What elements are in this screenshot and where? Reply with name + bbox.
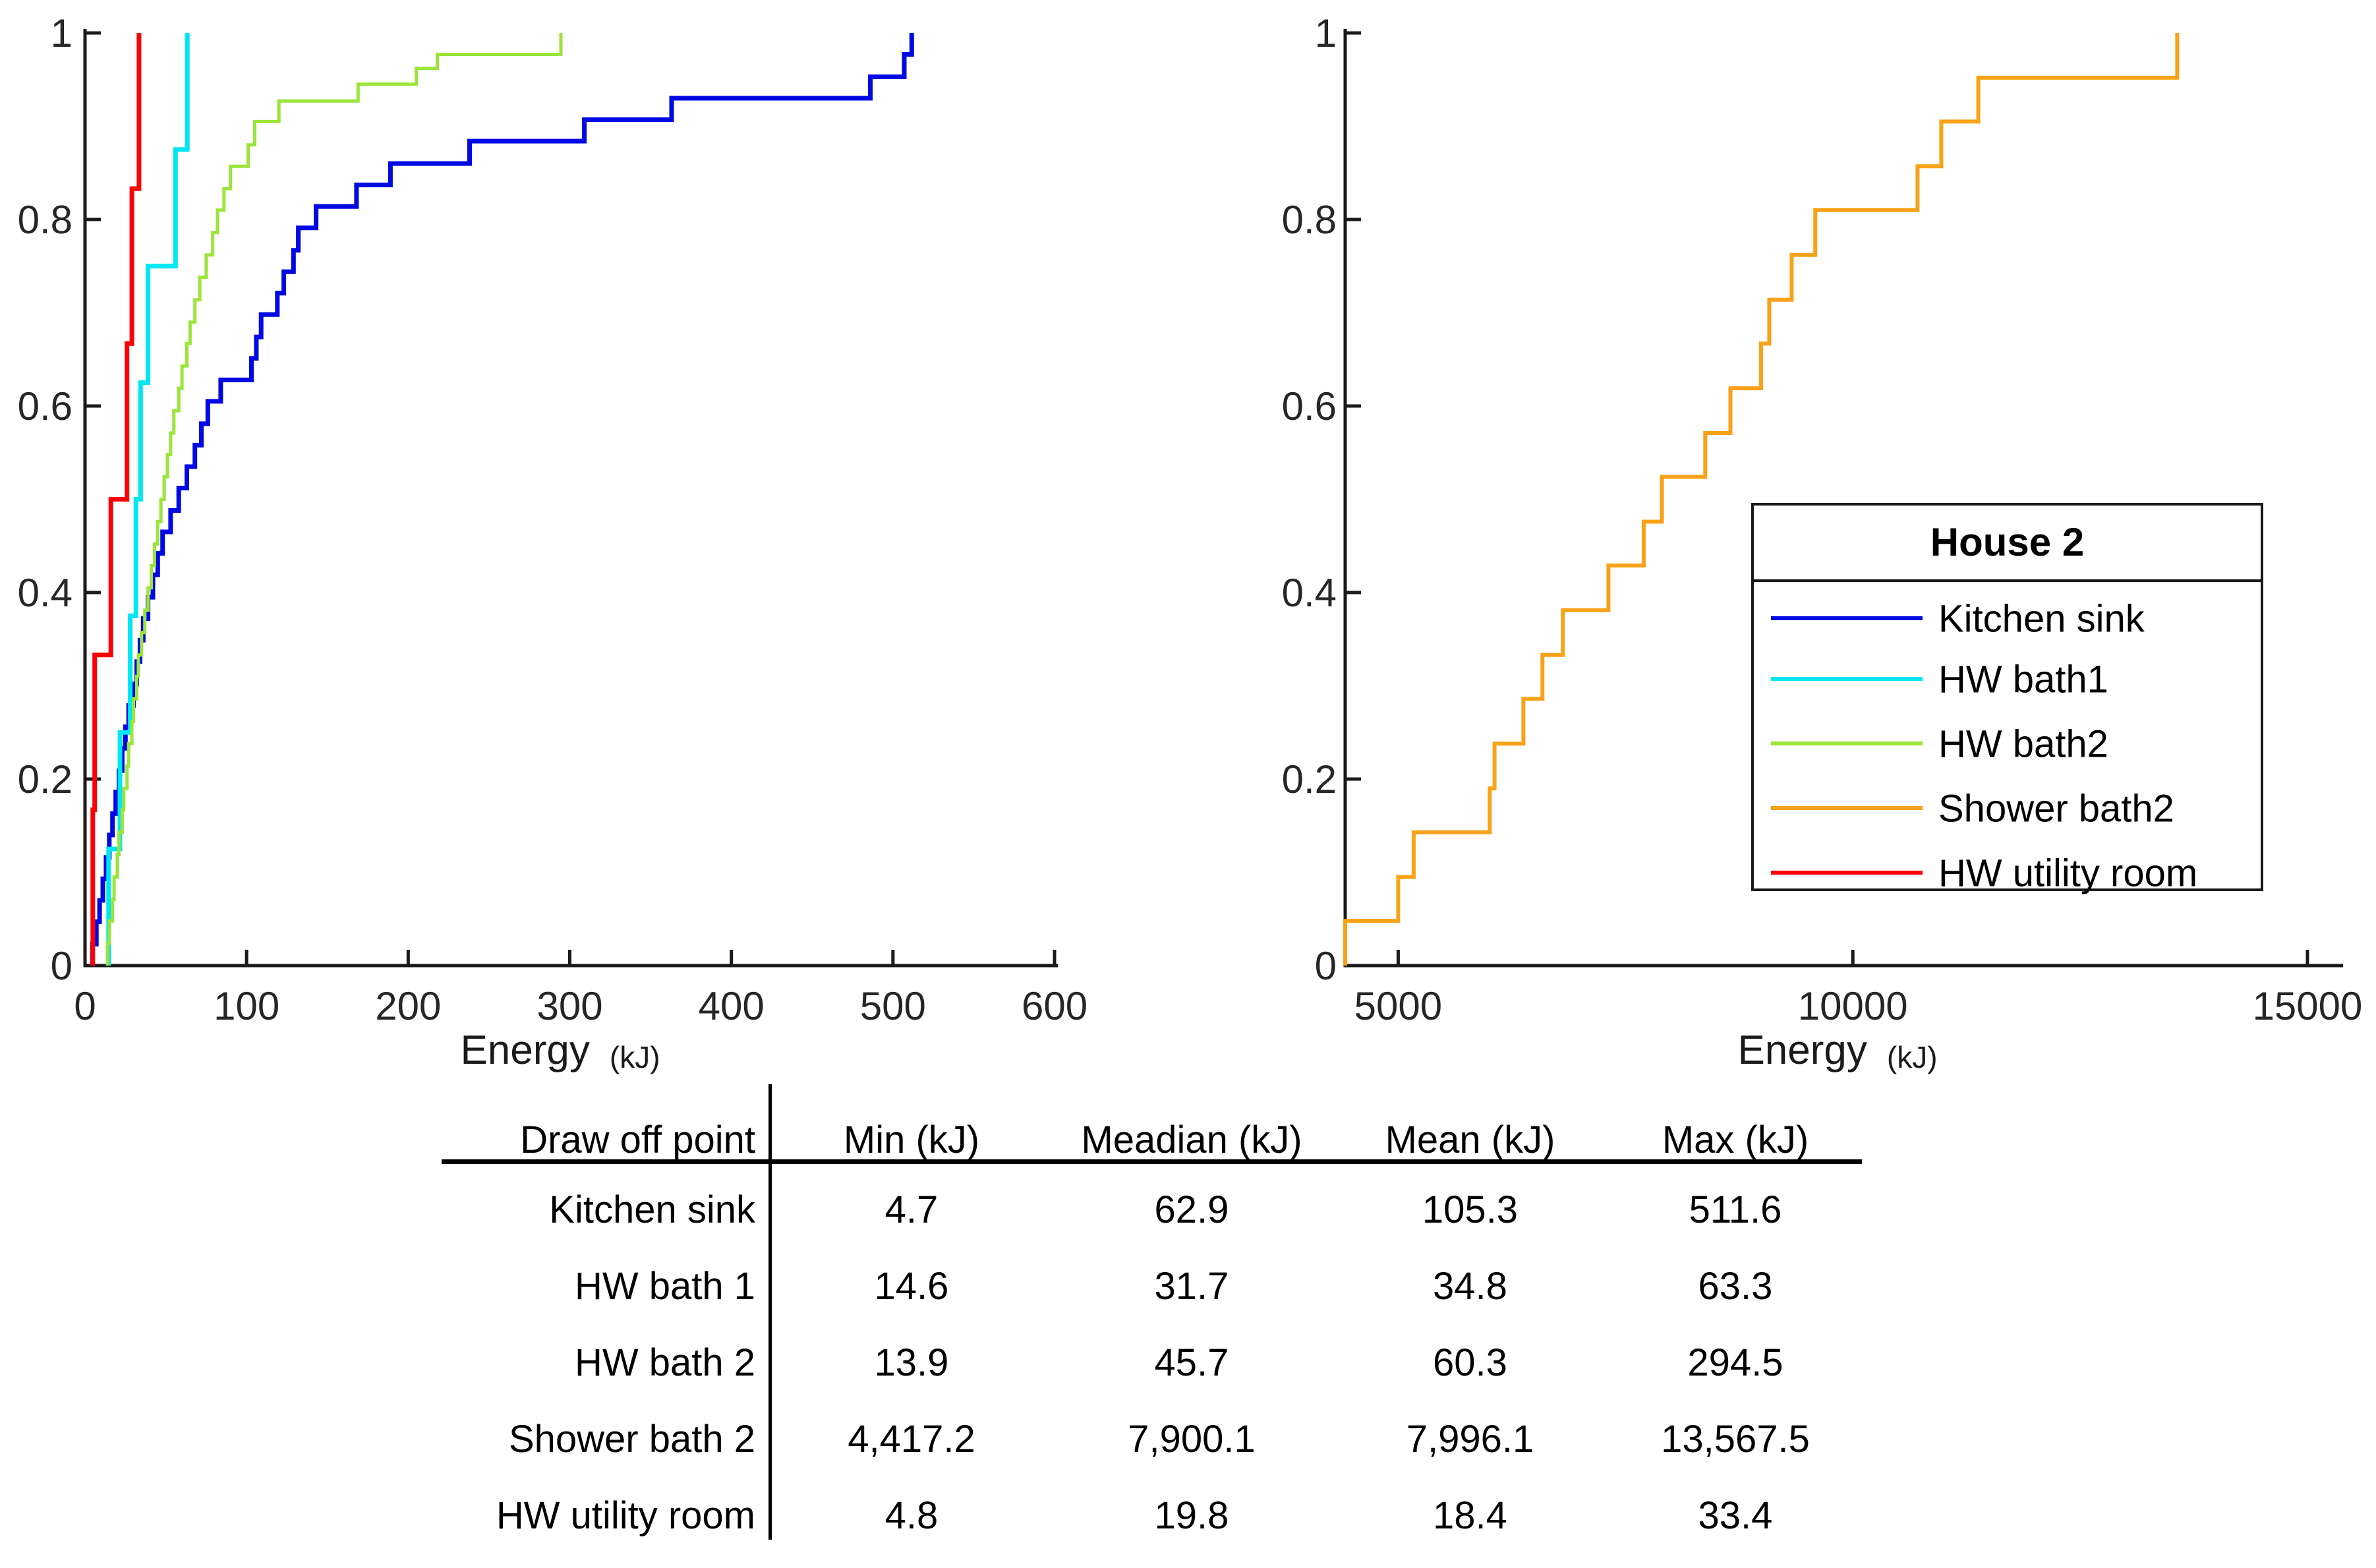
table-header-row: Draw off point Min (kJ) Meadian (kJ) Mea… [422, 1084, 1861, 1171]
x-tick-label: 100 [214, 984, 279, 1028]
x-tick-label: 200 [375, 984, 441, 1028]
table-cell: 511.6 [1689, 1188, 1782, 1231]
y-tick-label: 0 [1315, 944, 1337, 988]
table-cell: 7,996.1 [1406, 1417, 1534, 1461]
x-tick-label: 10000 [1798, 984, 1908, 1028]
y-tick-label: 0.8 [1282, 198, 1337, 242]
cdf-curve-shower-bath2 [1343, 33, 2180, 966]
table-cell: 13.9 [874, 1341, 949, 1384]
cdf-curve-hw-bath2 [105, 33, 563, 966]
table-cell: 13,567.5 [1661, 1417, 1810, 1461]
x-tick-label: 500 [860, 984, 926, 1028]
x-tick-label: 600 [1022, 984, 1087, 1028]
y-tick-label: 0.4 [18, 571, 72, 615]
table-row: HW bath 1 14.6 31.7 34.8 63.3 [422, 1248, 1861, 1324]
table-cell: 4.7 [884, 1188, 939, 1231]
x-tick-label: 5000 [1354, 984, 1442, 1028]
table-row: HW utility room 4.8 19.8 18.4 33.4 [422, 1477, 1861, 1553]
table-cell: 63.3 [1698, 1264, 1773, 1308]
cdf-curve-hw-bath1 [106, 33, 190, 966]
x-tick-label: 15000 [2253, 984, 2363, 1028]
col-header-min: Min (kJ) [843, 1118, 980, 1161]
table-row: Kitchen sink 4.7 62.9 105.3 511.6 [422, 1171, 1861, 1248]
x-axis-label: Energy (kJ) [460, 1028, 660, 1074]
table-cell: 4.8 [884, 1494, 939, 1537]
legend-entry-label: HW bath1 [1938, 658, 2108, 701]
y-tick-label: 0.2 [1282, 757, 1337, 801]
cdf-curve-hw-utility-room [90, 33, 142, 966]
row-label: Shower bath 2 [508, 1417, 755, 1461]
y-tick-label: 1 [51, 11, 72, 55]
x-tick-label: 300 [536, 984, 602, 1028]
x-tick-label: 400 [699, 984, 765, 1028]
table-row: Shower bath 2 4,417.2 7,900.1 7,996.1 13… [422, 1401, 1861, 1477]
table-row: HW bath 2 13.9 45.7 60.3 294.5 [422, 1324, 1861, 1401]
y-tick-label: 0.4 [1282, 571, 1337, 615]
cdf-curve-kitchen-sink [90, 33, 914, 966]
summary-table: Draw off point Min (kJ) Meadian (kJ) Mea… [422, 1084, 1861, 1553]
table-header-rule [442, 1159, 1862, 1164]
y-tick-label: 0 [51, 944, 72, 988]
cdf-chart-draw-off-points: 0 100 200 300 400 500 600 0 0.2 0.4 0.6 0.8 1 Energy(… [18, 11, 1087, 1074]
row-label: HW utility room [496, 1494, 755, 1537]
col-header-max: Max (kJ) [1662, 1118, 1809, 1161]
table-cell: 14.6 [874, 1264, 949, 1308]
y-tick-label: 0.6 [1282, 384, 1337, 428]
legend-entry-label: HW utility room [1938, 852, 2197, 894]
x-tick-label: 0 [74, 984, 96, 1028]
table-cell: 31.7 [1154, 1264, 1229, 1308]
legend-title: House 2 [1930, 520, 2084, 564]
y-tick-label: 0.6 [18, 384, 72, 428]
y-tick-label: 1 [1315, 11, 1337, 55]
row-label: HW bath 2 [575, 1341, 755, 1384]
col-header-draw-off-point: Draw off point [520, 1118, 755, 1161]
legend-entry-label: HW bath2 [1938, 722, 2108, 765]
table-cell: 105.3 [1422, 1188, 1519, 1231]
table-cell: 19.8 [1154, 1494, 1229, 1537]
col-header-median: Meadian (kJ) [1081, 1118, 1302, 1161]
y-tick-label: 0.2 [18, 757, 72, 801]
table-cell: 294.5 [1687, 1341, 1783, 1384]
table-cell: 34.8 [1433, 1264, 1507, 1308]
table-cell: 33.4 [1698, 1494, 1773, 1537]
table-cell: 45.7 [1154, 1341, 1229, 1384]
cdf-chart-shower-bath2: 5000 10000 15000 0 0.2 0.4 0.6 0.8 1 Energy (kJ) Ho… [1282, 11, 2363, 1074]
legend-entry-label: Kitchen sink [1938, 597, 2145, 640]
table-cell: 7,900.1 [1128, 1417, 1256, 1461]
table-cell: 62.9 [1154, 1188, 1229, 1231]
table-cell: 18.4 [1433, 1494, 1507, 1537]
table-vertical-rule [768, 1084, 772, 1540]
table-cell: 4,417.2 [848, 1417, 975, 1461]
y-tick-label: 0.8 [18, 198, 72, 242]
legend-entry-label: Shower bath2 [1938, 787, 2174, 830]
table-cell: 60.3 [1433, 1341, 1507, 1384]
col-header-mean: Mean (kJ) [1385, 1118, 1555, 1161]
row-label: Kitchen sink [549, 1188, 755, 1231]
x-axis-label: Energy (kJ) [1737, 1028, 1937, 1074]
row-label: HW bath 1 [575, 1264, 755, 1308]
legend-box [1751, 503, 2263, 891]
